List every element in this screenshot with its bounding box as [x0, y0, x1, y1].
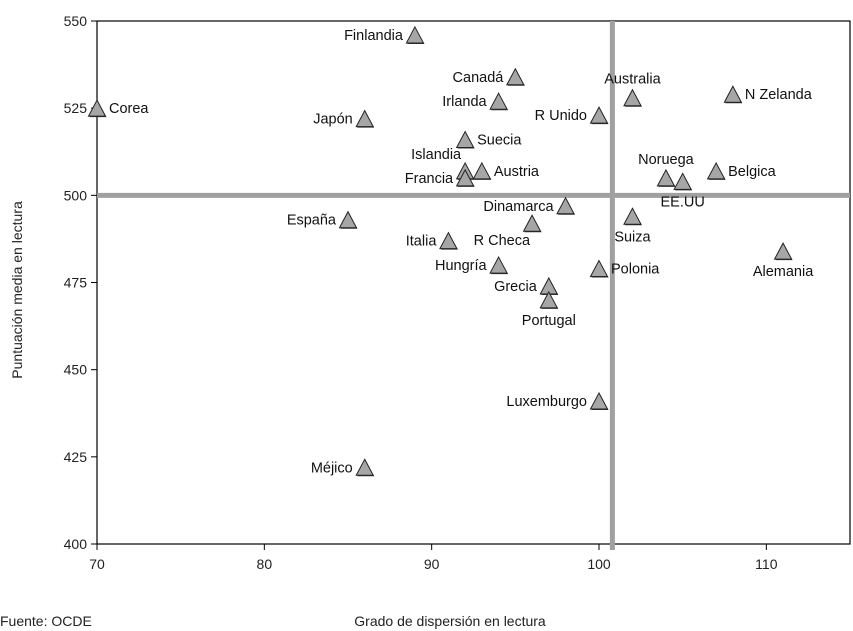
point-label: Dinamarca: [483, 199, 554, 215]
point-label: Suiza: [614, 229, 651, 245]
point-label: España: [287, 213, 337, 229]
data-point-polonia: [589, 259, 609, 278]
point-label: Polonia: [611, 262, 660, 278]
data-point-luxemburgo: [589, 391, 609, 411]
point-label: N Zelanda: [745, 87, 813, 103]
point-label: Francia: [405, 171, 454, 187]
point-label: Luxemburgo: [506, 394, 587, 410]
point-label: Australia: [604, 72, 661, 88]
x-tick-label: 80: [257, 556, 273, 572]
data-point-ee-uu: [673, 172, 693, 191]
data-point-r-unido: [589, 106, 609, 125]
data-point-corea: [87, 99, 107, 118]
data-point-canad-: [506, 67, 525, 86]
y-tick-label: 450: [64, 362, 88, 378]
data-point-finlandia: [405, 25, 425, 44]
point-label: Noruega: [638, 152, 695, 168]
y-tick-label: 425: [64, 449, 88, 465]
data-point-italia: [439, 231, 458, 250]
data-point-irlanda: [489, 92, 509, 111]
point-label: EE.UU: [661, 194, 705, 210]
data-point-espa-a: [338, 210, 358, 229]
point-label: Islandia: [411, 147, 462, 163]
x-axis-title: Grado de dispersión en lectura: [354, 613, 546, 629]
y-tick-label: 400: [64, 536, 88, 552]
x-tick-label: 90: [424, 556, 440, 572]
data-point-suecia: [455, 130, 475, 149]
data-point-austria: [472, 161, 492, 180]
x-tick-label: 70: [89, 556, 105, 572]
y-tick-label: 475: [64, 275, 88, 291]
point-label: Italia: [406, 234, 438, 250]
data-point-dinamarca: [556, 196, 576, 215]
data-point-australia: [623, 88, 642, 107]
y-tick-label: 525: [64, 100, 88, 116]
point-label: Méjico: [311, 460, 353, 476]
point-label: Austria: [494, 164, 540, 180]
data-point-noruega: [656, 168, 676, 187]
x-tick-label: 100: [587, 556, 611, 572]
data-point-r-checa: [522, 214, 542, 233]
point-label: Belgica: [728, 164, 776, 180]
point-label: Suecia: [477, 133, 522, 149]
x-tick-label: 110: [755, 556, 778, 572]
data-point-suiza: [623, 207, 642, 226]
point-label: Canadá: [453, 70, 505, 86]
y-tick-label: 500: [64, 187, 88, 203]
point-label: Irlanda: [442, 94, 487, 110]
data-point-francia: [455, 168, 475, 187]
point-label: Portugal: [522, 313, 576, 329]
data-point-alemania: [773, 242, 793, 261]
source-note: Fuente: OCDE: [0, 613, 92, 629]
data-point-jap-n: [355, 109, 375, 128]
point-label: Japón: [313, 112, 353, 128]
point-label: Grecia: [494, 279, 538, 295]
point-label: R Checa: [474, 233, 531, 249]
data-point-belgica: [706, 161, 726, 180]
point-label: R Unido: [535, 108, 587, 124]
data-point-n-zelanda: [723, 85, 743, 104]
y-tick-label: 550: [64, 13, 88, 29]
point-label: Finlandia: [344, 28, 404, 44]
data-point-portugal: [539, 290, 559, 309]
point-label: Alemania: [753, 264, 814, 280]
data-point-m-jico: [355, 458, 375, 477]
point-label: Hungría: [435, 258, 488, 274]
point-label: Corea: [109, 101, 149, 117]
data-point-hungr-a: [489, 256, 509, 275]
y-axis-title: Puntuación media en lectura: [9, 201, 25, 379]
